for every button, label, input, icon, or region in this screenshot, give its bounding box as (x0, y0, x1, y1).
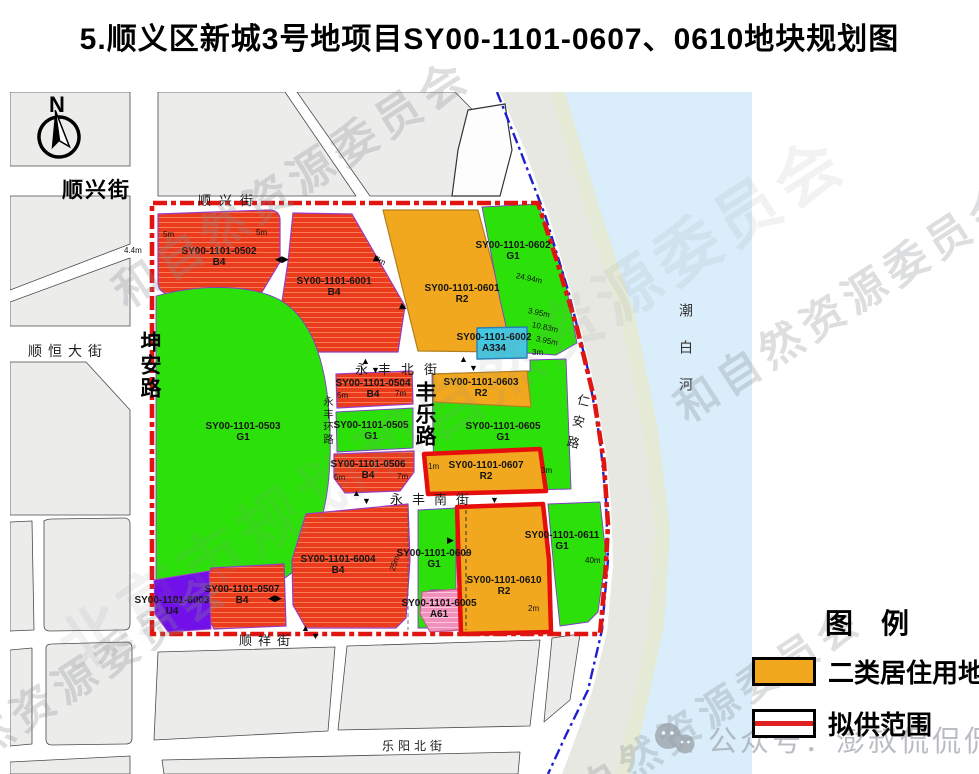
parcel-label-0503: SY00-1101-0503 G1 (205, 421, 281, 443)
boundary-swatch-line (755, 720, 813, 726)
parcel-label-0502: SY00-1101-0502 B4 (181, 246, 257, 268)
dim-label: 4.4m (124, 246, 142, 255)
road-arrow: ◀▶ (268, 593, 282, 603)
parcel-6001 (280, 212, 406, 353)
parcel-label-0505: SY00-1101-0505 G1 (333, 420, 409, 442)
parcel-label-0611: SY00-1101-0611 G1 (524, 530, 600, 552)
road-arrow: ▼ (362, 496, 371, 506)
page-title: 5.顺义区新城3号地项目SY00-1101-0607、0610地块规划图 (79, 23, 900, 56)
project-boundary (149, 200, 611, 637)
chaobai-river (565, 92, 752, 774)
dim-label: 5m (334, 473, 346, 482)
dim-label: 40m (585, 556, 601, 565)
legend-item-label: 二类居住用地 (828, 658, 979, 688)
river-label: 潮白河 (678, 303, 694, 414)
dim-label: 5m (256, 228, 268, 237)
road-arrow: ◀▶ (275, 254, 289, 264)
road-arrow: ▼ (311, 631, 320, 641)
dim-label: 5m (337, 391, 349, 400)
parcel-label-6002: SY00-1101-6002 A334 (456, 332, 532, 354)
legend-title: 图 例 (825, 608, 910, 639)
street-yongfenghuanlu: 永丰环路 (322, 396, 334, 446)
road-arrow: ▲ (459, 354, 468, 364)
legend-item-boundary: 拟供范围 (752, 705, 932, 742)
parcel-label-0607: SY00-1101-0607 R2 (448, 460, 524, 482)
parcel-label-0603: SY00-1101-0603 R2 (443, 377, 519, 399)
dim-label: 3m (532, 348, 544, 357)
road-arrow: ▶ (447, 535, 454, 545)
parcel-0506 (333, 450, 415, 494)
parcel-label-0609: SY00-1101-0609 G1 (396, 548, 472, 570)
parcel-6002 (476, 326, 528, 360)
road-arrow: ▼ (371, 365, 380, 375)
parcel-label-0605: SY00-1101-0605 G1 (465, 421, 541, 443)
parcel-0505 (335, 407, 414, 453)
parcel-label-6005: SY00-1101-6005 A61 (401, 598, 477, 620)
dim-label: 7m (397, 472, 409, 481)
parcel-label-0506: SY00-1101-0506 B4 (330, 459, 406, 481)
dim-label: 7m (395, 389, 407, 398)
outlined-block (451, 103, 513, 197)
parcel-label-0602: SY00-1101-0602 G1 (475, 240, 551, 262)
parcel-6005 (419, 588, 461, 633)
boundary-swatch (752, 709, 816, 738)
parcel-label-6001: SY00-1101-6001 B4 (296, 276, 372, 298)
wechat-icon (655, 723, 695, 754)
dim-label: 5m (163, 230, 175, 239)
road-arrow: ▼ (469, 363, 478, 373)
street-shunxiangjie: 顺祥街 (239, 633, 297, 648)
parcel-0504 (335, 370, 414, 409)
road-arrow: ▲ (352, 488, 361, 498)
city-blocks (10, 92, 581, 774)
parcel-0603 (432, 370, 532, 408)
street-kunanlu: 坤安路 (138, 331, 161, 400)
north-arrow-icon (37, 109, 81, 159)
parcel-label-6003: SY00-1101-6003 U4 (134, 595, 210, 617)
street-yongfengnanjie: 永丰南街 (390, 492, 479, 507)
parcel-label-0504: SY00-1101-0504 B4 (335, 378, 411, 400)
road-arrow: ▲ (361, 356, 370, 366)
river-line-blue (495, 92, 610, 774)
parcel-label-0601: SY00-1101-0601 R2 (424, 283, 500, 305)
parcel-label-6004: SY00-1101-6004 B4 (300, 554, 376, 576)
dim-label: 2m (528, 604, 540, 613)
parcels-layer (153, 203, 607, 637)
road-arrow: ▼ (490, 495, 499, 505)
street-shunxingjie: 顺兴街 (198, 193, 262, 208)
parcel-6003 (153, 570, 212, 633)
parcel-0610-highlighted (454, 501, 554, 637)
parcel-0611 (547, 501, 607, 627)
parcel-label-0610: SY00-1101-0610 R2 (466, 575, 542, 597)
parcel-0607-highlighted (421, 446, 549, 497)
residential-swatch (752, 657, 816, 686)
dim-label: 3m (541, 466, 553, 475)
parcel-label-0507: SY00-1101-0507 B4 (204, 584, 280, 606)
street-fenglelu: 丰乐路 (413, 381, 436, 447)
street-leyangbeijie: 乐阳北街 (382, 739, 447, 753)
parcel-6004 (291, 503, 411, 629)
road-arrow: ▲ (301, 623, 310, 633)
street-shunhengdajie: 顺恒大街 (28, 343, 108, 359)
legend-item-label: 拟供范围 (828, 710, 933, 740)
north-label: N (49, 92, 65, 117)
street-shunxingjie-bold: 顺兴街 (62, 179, 131, 202)
street-yongfengbeijie: 永丰北街 (355, 362, 448, 377)
legend-item-residential: 二类居住用地 (752, 653, 979, 690)
river-area (500, 92, 752, 774)
dim-label: 1m (428, 462, 440, 471)
